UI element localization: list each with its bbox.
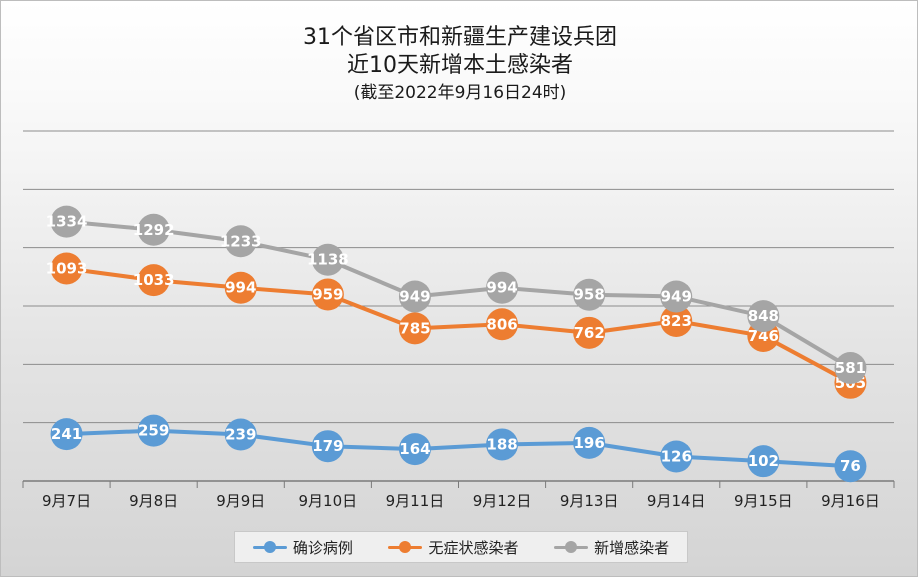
x-tick-label: 9月16日 (821, 492, 880, 510)
chart-date-note: (截至2022年9月16日24时) (353, 83, 567, 103)
data-point (486, 308, 519, 341)
data-label: 806 (486, 315, 517, 333)
data-point (137, 414, 170, 447)
x-tick-label: 9月10日 (299, 492, 358, 510)
series-line (66, 428, 851, 469)
data-label: 126 (661, 448, 692, 466)
data-label: 188 (486, 435, 517, 453)
data-label: 241 (51, 425, 82, 443)
legend-item-total: 新增感染者 (554, 537, 669, 558)
data-label: 949 (399, 287, 430, 305)
data-point (660, 440, 693, 473)
x-tick-label: 9月7日 (42, 492, 91, 510)
series-line (66, 266, 852, 385)
data-point (398, 312, 431, 345)
legend-swatch-total (554, 540, 589, 554)
data-label: 994 (225, 279, 256, 297)
data-label: 746 (748, 327, 779, 345)
data-point (224, 271, 257, 304)
data-label: 102 (748, 452, 779, 470)
x-tick-label: 9月9日 (216, 492, 265, 510)
x-tick-label: 9月15日 (734, 492, 793, 510)
data-point (224, 418, 257, 451)
data-label: 259 (138, 422, 169, 440)
data-label: 958 (573, 286, 604, 304)
chart-subtitle: 近10天新增本土感染者 (347, 53, 573, 78)
data-label: 1033 (133, 271, 175, 289)
data-point (834, 352, 867, 385)
data-point (747, 445, 780, 478)
data-label: 1292 (133, 221, 175, 239)
data-point (660, 304, 693, 337)
data-point (50, 205, 83, 238)
data-point (573, 316, 606, 349)
data-point (834, 450, 867, 483)
data-label: 179 (312, 437, 343, 455)
data-point (137, 264, 170, 297)
data-point (573, 426, 606, 459)
data-label: 823 (661, 312, 692, 330)
data-label: 196 (573, 434, 604, 452)
data-point (486, 428, 519, 461)
x-tick-label: 9月11日 (386, 492, 445, 510)
legend-item-confirmed: 确诊病例 (252, 537, 353, 558)
legend-swatch-confirmed (252, 540, 287, 554)
x-tick-label: 9月14日 (647, 492, 706, 510)
legend: 确诊病例 无症状感染者 新增感染者 (234, 531, 688, 563)
chart-title: 31个省区市和新疆生产建设兵团 (303, 25, 617, 50)
data-label: 762 (573, 324, 604, 342)
data-label: 1334 (46, 213, 88, 231)
data-point (573, 278, 606, 311)
x-tick-label: 9月12日 (473, 492, 532, 510)
data-point (311, 243, 344, 276)
data-point (747, 300, 780, 333)
data-point (50, 252, 83, 285)
data-label: 848 (748, 307, 779, 325)
data-label: 785 (399, 319, 430, 337)
legend-label-confirmed: 确诊病例 (292, 538, 353, 557)
data-point (398, 280, 431, 313)
data-point (660, 280, 693, 313)
data-point (137, 213, 170, 246)
legend-item-asymptomatic: 无症状感染者 (388, 537, 518, 558)
x-tick-label: 9月13日 (560, 492, 619, 510)
data-label: 1233 (220, 232, 262, 250)
data-point (224, 225, 257, 258)
data-label: 239 (225, 426, 256, 444)
data-point (398, 433, 431, 466)
legend-label-total: 新增感染者 (594, 538, 670, 557)
data-label: 1093 (46, 259, 88, 277)
series-line (66, 219, 852, 370)
data-label: 949 (661, 287, 692, 305)
legend-swatch-asymptomatic (388, 540, 423, 554)
x-tick-label: 9月8日 (129, 492, 178, 510)
data-point (50, 418, 83, 451)
legend-label-asymptomatic: 无症状感染者 (428, 538, 519, 557)
data-point (311, 278, 344, 311)
data-label: 959 (312, 286, 343, 304)
data-label: 164 (399, 440, 430, 458)
data-point (486, 271, 519, 304)
data-label: 1138 (307, 251, 349, 269)
data-point (311, 430, 344, 463)
data-label: 581 (835, 359, 866, 377)
data-label: 76 (840, 457, 861, 475)
data-label: 994 (486, 279, 517, 297)
